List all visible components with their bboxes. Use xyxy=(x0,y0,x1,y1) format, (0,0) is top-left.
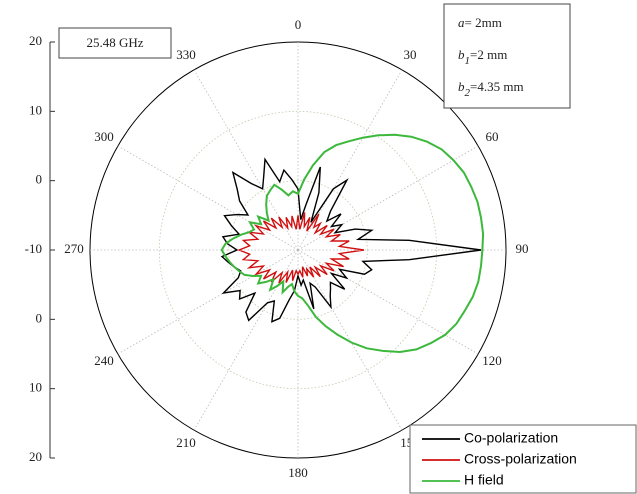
legend-label: H field xyxy=(464,472,504,488)
angle-label: 210 xyxy=(176,435,196,450)
radial-tick-label: 0 xyxy=(36,172,43,187)
parameter: b1=2 mm xyxy=(458,47,507,67)
radial-tick-label: 0 xyxy=(36,310,43,325)
legend-label: Co-polarization xyxy=(464,430,558,446)
parameter-text: = 2mm xyxy=(465,15,502,30)
frequency-label: 25.48 GHz xyxy=(86,35,143,50)
parameter-box xyxy=(443,3,571,109)
radial-tick-label: -10 xyxy=(25,241,42,256)
angle-label: 300 xyxy=(94,129,114,144)
angle-label: 120 xyxy=(482,353,502,368)
angle-label: 270 xyxy=(64,241,84,256)
grid-ring xyxy=(158,110,438,390)
legend-label: Cross-polarization xyxy=(464,451,577,467)
radial-tick-label: 20 xyxy=(29,33,42,48)
grid-spoke xyxy=(193,249,299,431)
grid-spoke xyxy=(297,69,403,251)
curves xyxy=(220,133,485,354)
grid-spoke xyxy=(193,69,299,251)
radial-tick-label: 20 xyxy=(29,449,42,464)
parameter-symbol: b xyxy=(458,79,465,94)
angle-label: 330 xyxy=(176,47,196,62)
grid-spoke xyxy=(117,145,299,251)
angle-label: 0 xyxy=(295,17,302,32)
parameter-symbol: b xyxy=(458,47,465,62)
grid-spoke xyxy=(297,249,479,355)
parameter-symbol: a xyxy=(458,15,465,30)
parameter-subscript: 2 xyxy=(465,87,471,99)
frequency-box xyxy=(58,27,172,59)
angle-label: 240 xyxy=(94,353,114,368)
series-line xyxy=(220,157,482,323)
parameter: b2=4.35 mm xyxy=(458,79,524,99)
angle-label: 60 xyxy=(485,129,498,144)
parameter-subscript: 1 xyxy=(465,55,471,67)
radial-tick-label: 10 xyxy=(29,380,42,395)
series-line xyxy=(220,133,485,354)
angle-label: 30 xyxy=(404,47,417,62)
angle-label: 180 xyxy=(288,465,308,480)
parameter-text: =2 mm xyxy=(470,47,507,62)
grid-spoke xyxy=(297,145,479,251)
legend: Co-polarization Cross-polarization H field xyxy=(409,424,637,494)
labels: 0306090120150180210240270300330-10001010… xyxy=(25,17,529,480)
grid-ring xyxy=(228,180,368,320)
parameter-text: =4.35 mm xyxy=(470,79,524,94)
series-line xyxy=(237,212,365,284)
parameter: a= 2mm xyxy=(458,15,502,30)
grid xyxy=(49,41,507,459)
radial-tick-label: 10 xyxy=(29,102,42,117)
angle-label: 90 xyxy=(516,241,529,256)
